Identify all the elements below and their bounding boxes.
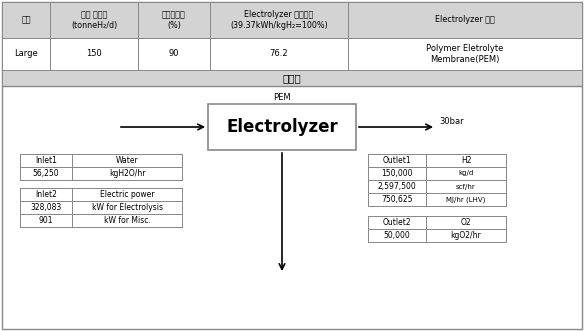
Text: kg/d: kg/d: [458, 170, 474, 176]
Bar: [72, 154, 182, 167]
Text: Electrolyzer: Electrolyzer: [226, 118, 338, 136]
Bar: [72, 167, 182, 180]
Text: 90: 90: [169, 50, 179, 59]
Bar: [348, 2, 582, 38]
Text: Outlet1: Outlet1: [383, 156, 411, 165]
Text: 328,083: 328,083: [30, 203, 62, 212]
Bar: [208, 104, 356, 150]
Bar: [138, 2, 210, 38]
Text: kgH2O/hr: kgH2O/hr: [109, 169, 145, 178]
Bar: [426, 193, 506, 206]
Bar: [20, 154, 182, 180]
Text: Electric power: Electric power: [100, 190, 154, 199]
Bar: [2, 86, 582, 329]
Text: 50,000: 50,000: [384, 231, 411, 240]
Bar: [368, 193, 426, 206]
Bar: [426, 180, 506, 193]
Text: 150: 150: [86, 50, 102, 59]
Text: 76.2: 76.2: [270, 50, 288, 59]
Bar: [50, 38, 138, 70]
Bar: [426, 154, 506, 167]
Text: 일일 생산량
(tonneH₂/d): 일일 생산량 (tonneH₂/d): [71, 10, 117, 30]
Text: Inlet2: Inlet2: [35, 190, 57, 199]
Text: 901: 901: [39, 216, 53, 225]
Bar: [2, 38, 50, 70]
Bar: [210, 2, 348, 38]
Bar: [348, 38, 582, 70]
Text: 30bar: 30bar: [439, 117, 464, 125]
Text: 750,625: 750,625: [381, 195, 413, 204]
Text: MJ/hr (LHV): MJ/hr (LHV): [446, 196, 486, 203]
Bar: [368, 154, 506, 206]
Bar: [368, 167, 426, 180]
Bar: [20, 214, 72, 227]
Text: kW for Electrolysis: kW for Electrolysis: [92, 203, 162, 212]
Text: 규모: 규모: [21, 16, 31, 24]
Bar: [72, 214, 182, 227]
Text: PEM: PEM: [273, 92, 291, 102]
Bar: [368, 216, 506, 242]
Text: kgO2/hr: kgO2/hr: [451, 231, 481, 240]
Text: 2,597,500: 2,597,500: [378, 182, 416, 191]
Bar: [210, 38, 348, 70]
Bar: [2, 70, 582, 86]
Text: Electrolyzer 전기효율
(39.37kWh/kgH₂=100%): Electrolyzer 전기효율 (39.37kWh/kgH₂=100%): [230, 10, 328, 30]
Text: 계통도: 계통도: [283, 73, 301, 83]
Bar: [426, 167, 506, 180]
Text: 56,250: 56,250: [33, 169, 60, 178]
Text: scf/hr: scf/hr: [456, 183, 476, 190]
Bar: [2, 2, 582, 86]
Text: Polymer Eletrolyte
Membrane(PEM): Polymer Eletrolyte Membrane(PEM): [426, 44, 503, 64]
Text: 연간가동률
(%): 연간가동률 (%): [162, 10, 186, 30]
Bar: [20, 201, 72, 214]
Text: H2: H2: [461, 156, 471, 165]
Bar: [368, 216, 426, 229]
Bar: [368, 154, 426, 167]
Bar: [72, 188, 182, 201]
Text: Electrolyzer 종류: Electrolyzer 종류: [435, 16, 495, 24]
Text: Inlet1: Inlet1: [35, 156, 57, 165]
Bar: [368, 180, 426, 193]
Bar: [426, 216, 506, 229]
Bar: [72, 201, 182, 214]
Text: Water: Water: [116, 156, 138, 165]
Bar: [138, 38, 210, 70]
Text: 150,000: 150,000: [381, 169, 413, 178]
Bar: [426, 229, 506, 242]
Bar: [20, 188, 182, 227]
Bar: [20, 188, 72, 201]
Text: O2: O2: [461, 218, 471, 227]
Bar: [20, 167, 72, 180]
Bar: [368, 229, 426, 242]
Text: Outlet2: Outlet2: [383, 218, 411, 227]
Text: kW for Misc.: kW for Misc.: [103, 216, 150, 225]
Bar: [2, 2, 50, 38]
Bar: [20, 154, 72, 167]
Text: Large: Large: [14, 50, 38, 59]
Bar: [50, 2, 138, 38]
